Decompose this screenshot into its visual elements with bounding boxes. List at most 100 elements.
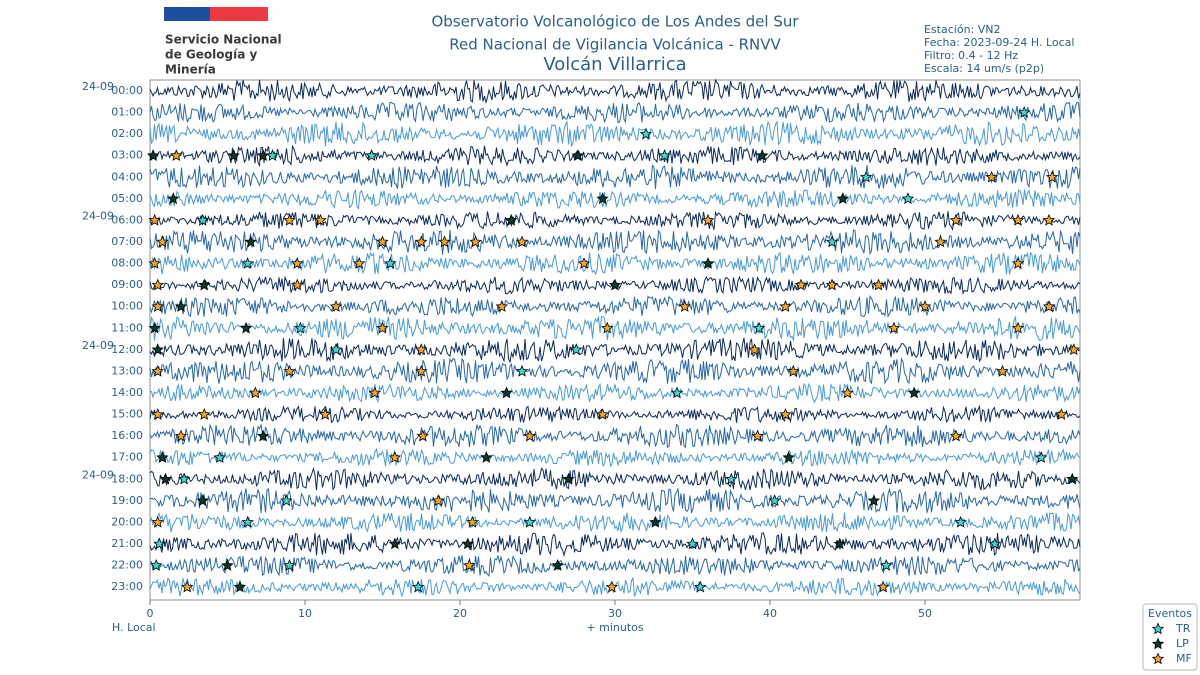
event-star [233,580,247,593]
event-star [365,149,378,162]
event-star [782,451,795,463]
event-star [833,537,847,550]
row-label: 10:00 [111,300,143,313]
event-star [918,300,932,312]
event-star [329,343,343,356]
trace [149,251,1081,276]
row-label: 20:00 [111,515,143,528]
event-star [266,149,279,162]
event-star [571,149,584,162]
legend-star [1151,622,1165,635]
event-star [949,213,963,226]
event-star [551,558,564,571]
event-star [678,300,691,312]
event-star [151,408,164,420]
event-star [500,386,513,399]
row-label: 07:00 [111,235,143,248]
event-star [432,494,445,507]
event-star [388,451,402,463]
row-label: 21:00 [111,537,143,550]
legend-star [1151,652,1165,665]
event-star [515,364,529,377]
trace [149,316,1081,342]
event-star [1011,213,1025,226]
event-star [170,149,183,162]
event-star [290,257,304,269]
event-star [291,278,304,291]
event-star [787,364,800,377]
event-star [466,515,479,528]
info-line: Filtro: 0.4 - 12 Hz [924,49,1018,62]
row-label: 04:00 [111,170,143,183]
logo-text: Servicio Nacional [165,33,282,47]
x-tick-label: 10 [298,607,312,620]
event-star [694,580,707,593]
event-star [523,515,536,528]
trace [149,447,1081,468]
event-star [368,386,382,399]
event-star [241,257,254,269]
info-line: Fecha: 2023-09-24 H. Local [924,36,1074,49]
event-star [1011,321,1025,334]
row-label: 13:00 [111,364,143,377]
event-star [701,213,715,226]
trace [149,294,1081,318]
trace [149,554,1081,578]
trace [149,101,1081,124]
x-tick-label: 40 [763,607,777,620]
event-star [887,321,901,334]
trace [149,188,1081,210]
x-tick-label: 0 [147,607,154,620]
event-star [415,364,428,377]
row-label: 17:00 [111,451,143,464]
event-star [639,127,653,140]
event-star [148,257,161,269]
event-star [146,149,160,162]
row-label: 00:00 [111,84,143,97]
event-star [605,580,619,593]
trace [149,423,1081,449]
trace [149,144,1081,168]
event-star [596,192,609,205]
event-star [151,364,164,377]
event-star [768,494,781,507]
row-label: 03:00 [111,149,143,162]
event-star [859,170,873,183]
logo-bar-blue [164,7,210,21]
event-star [376,235,389,248]
event-star [752,321,766,334]
event-star [388,537,402,550]
event-star [836,192,850,205]
row-label: 09:00 [111,278,143,291]
row-label: 11:00 [111,321,143,334]
row-label: 02:00 [111,127,143,140]
event-star [988,537,1002,550]
info-line: Estación: VN2 [924,23,1001,36]
logo-text: Minería [165,63,216,77]
legend-star [1151,637,1165,650]
event-star [167,192,180,205]
event-star [570,343,583,356]
event-star [196,213,209,226]
logo-bar-red [210,7,268,21]
event-star [283,364,296,377]
event-star [151,278,164,291]
event-star [461,537,475,550]
event-star [415,343,428,356]
y-axis-label: H. Local [112,621,156,634]
event-star [156,235,169,248]
trace [149,532,1081,558]
event-star [256,429,270,442]
trace [149,487,1081,514]
info-line: Escala: 14 um/s (p2p) [924,62,1044,75]
event-star [480,451,493,463]
event-star [283,213,296,226]
trace [149,210,1081,232]
event-star [867,494,881,507]
event-star [383,257,397,269]
event-star [949,429,963,442]
event-star [329,300,343,312]
event-star [153,537,166,550]
event-star [469,235,482,248]
event-star [600,321,614,334]
